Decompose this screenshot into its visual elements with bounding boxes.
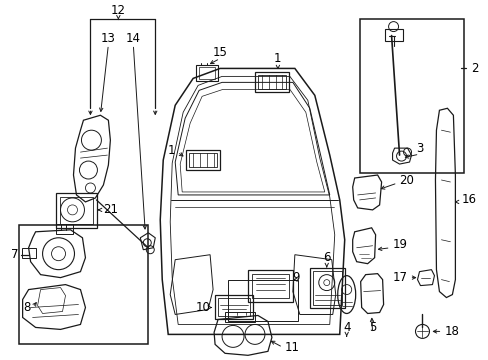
Bar (359, 19, 464, 173)
Bar (227, 280, 297, 321)
Bar (224, 312, 254, 323)
Text: 4: 4 (342, 321, 350, 334)
Bar (312, 271, 341, 305)
Bar (384, 28, 402, 41)
Bar (254, 72, 288, 92)
Bar (19, 225, 148, 345)
Bar (60, 197, 93, 224)
Text: 17: 17 (392, 271, 407, 284)
Bar (189, 153, 217, 167)
Text: 21: 21 (103, 203, 118, 216)
Text: 20: 20 (399, 174, 414, 186)
Text: 10: 10 (195, 301, 210, 314)
Bar (309, 268, 344, 307)
Text: 5: 5 (368, 321, 376, 334)
Text: 16: 16 (461, 193, 475, 206)
Text: 1: 1 (274, 52, 281, 65)
Text: 2: 2 (470, 62, 478, 75)
Text: 13: 13 (101, 32, 116, 45)
Text: 19: 19 (392, 238, 407, 251)
Bar (56, 224, 73, 234)
Bar (21, 248, 36, 258)
Text: 6: 6 (323, 251, 330, 264)
Bar (199, 67, 215, 80)
Text: 1: 1 (167, 144, 175, 157)
Bar (186, 150, 220, 170)
Bar (247, 270, 292, 302)
Bar (215, 294, 252, 319)
Text: 7: 7 (11, 248, 19, 261)
Bar (258, 75, 285, 89)
Text: 9: 9 (292, 271, 299, 284)
Text: 12: 12 (111, 4, 125, 17)
Text: 11: 11 (285, 341, 299, 354)
Bar (196, 66, 218, 81)
Bar (56, 193, 97, 228)
Bar (251, 274, 288, 298)
Text: 15: 15 (212, 46, 227, 59)
Text: 3: 3 (415, 141, 422, 155)
Text: 14: 14 (125, 32, 141, 45)
Text: 8: 8 (23, 301, 31, 314)
Text: 18: 18 (444, 325, 458, 338)
Bar (218, 298, 249, 316)
